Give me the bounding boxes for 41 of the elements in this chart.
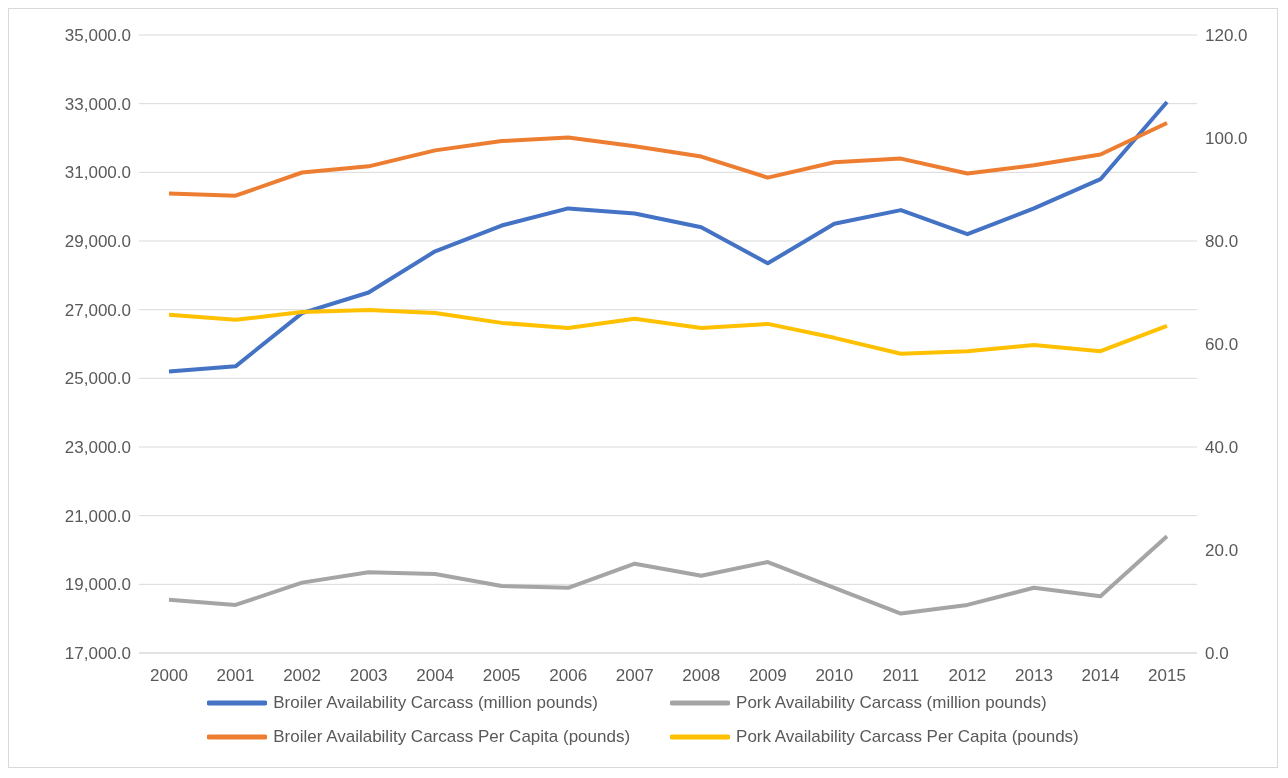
legend-label: Pork Availability Carcass Per Capita (pounds)	[736, 727, 1079, 747]
x-tick-label: 2005	[482, 666, 521, 686]
x-tick-label: 2006	[549, 666, 588, 686]
y2-tick-label: 80.0	[1205, 232, 1239, 252]
x-tick-label: 2013	[1015, 666, 1053, 686]
y2-tick-label: 60.0	[1205, 335, 1239, 355]
legend-label: Broiler Availability Carcass (million pounds)	[273, 693, 598, 713]
y-tick-label: 17,000.0	[64, 644, 131, 664]
y-tick-label: 33,000.0	[64, 94, 131, 114]
y-tick-label: 29,000.0	[64, 232, 131, 252]
x-tick-label: 2012	[948, 666, 987, 686]
y2-tick-label: 120.0	[1205, 26, 1248, 46]
y2-tick-label: 40.0	[1205, 438, 1239, 458]
y-tick-label: 27,000.0	[64, 300, 131, 320]
line-series	[167, 99, 1169, 374]
y-tick-label: 19,000.0	[64, 575, 131, 595]
x-tick-label: 2007	[615, 666, 654, 686]
x-tick-label: 2015	[1148, 666, 1186, 686]
x-tick-label: 2014	[1081, 666, 1120, 686]
line-series	[167, 534, 1169, 616]
x-tick-label: 2010	[815, 666, 854, 686]
y-tick-label: 35,000.0	[64, 26, 131, 46]
legend-label: Pork Availability Carcass (million pounds)	[736, 693, 1047, 713]
x-tick-label: 2008	[682, 666, 721, 686]
y2-tick-label: 20.0	[1205, 541, 1239, 561]
x-tick-label: 2011	[882, 666, 920, 686]
legend-label: Broiler Availability Carcass Per Capita (pounds)	[273, 727, 631, 747]
x-tick-label: 2004	[416, 666, 455, 686]
x-tick-label: 2002	[283, 666, 321, 686]
y-tick-label: 21,000.0	[64, 506, 131, 526]
y-tick-label: 23,000.0	[64, 438, 131, 458]
y2-tick-label: 100.0	[1205, 129, 1248, 149]
line-series	[167, 308, 1169, 356]
line-series	[167, 121, 1169, 198]
x-tick-label: 2009	[748, 666, 787, 686]
x-tick-label: 2003	[349, 666, 388, 686]
x-tick-label: 2000	[150, 666, 188, 686]
y2-tick-label: 0.0	[1205, 644, 1229, 664]
y-tick-label: 25,000.0	[64, 369, 131, 389]
x-tick-label: 2001	[216, 666, 255, 686]
y-tick-label: 31,000.0	[64, 163, 131, 183]
